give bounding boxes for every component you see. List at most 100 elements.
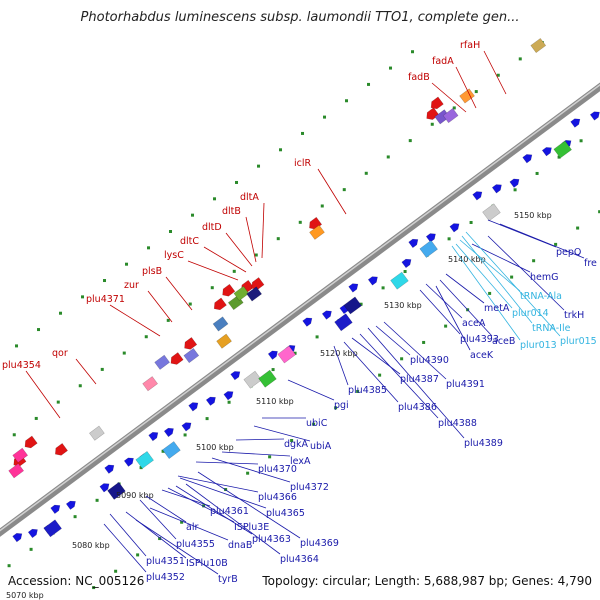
guide-dot [345, 99, 349, 103]
gene-feature [230, 371, 241, 381]
map-title: Photorhabdus luminescens subsp. laumondi… [80, 10, 520, 25]
gene-feature [408, 238, 419, 249]
guide-dot [474, 90, 478, 94]
gene-feature [12, 447, 29, 463]
gene-feature [50, 504, 61, 514]
gene-label-blue: plu4388 [438, 418, 477, 429]
leader-line [211, 457, 291, 483]
gene-label-blue: plu4352 [146, 572, 185, 583]
gene-label-blue: plu4369 [300, 538, 339, 549]
gene-feature [309, 224, 325, 240]
ruler-ticks: 5070 kbp 5080 kbp 5090 kbp 5100 kbp 5110 kbp… [6, 211, 552, 600]
leader-line [139, 499, 177, 540]
leader-line [109, 513, 147, 557]
gene-label-blue: plu4372 [290, 482, 329, 493]
leader-line [245, 216, 257, 263]
gene-label-blue: plu4361 [210, 506, 249, 517]
leader-line [235, 438, 285, 441]
leader-line [221, 451, 291, 457]
guide-dot [158, 537, 162, 541]
gene-label-blue: plu4370 [258, 464, 297, 475]
tick-label: 5120 kbp [320, 349, 358, 358]
guide-dot [169, 230, 173, 234]
guide-dot [513, 188, 517, 192]
guide-dot [73, 515, 77, 519]
gene-label-blue: ISPlu10B [186, 558, 228, 569]
gene-label-red: plu4354 [2, 360, 41, 371]
leader-line [185, 483, 281, 555]
leader-line [147, 290, 173, 323]
gene-feature [482, 203, 501, 222]
guide-dot [334, 406, 338, 410]
gene-feature [123, 457, 134, 467]
leader-line [103, 523, 147, 573]
guide-dot [469, 220, 473, 224]
guide-dot [364, 171, 368, 175]
guide-dot [532, 259, 536, 263]
gene-label-red: zur [124, 280, 139, 291]
guide-dot [315, 335, 319, 339]
gene-label-red: iclR [294, 158, 312, 169]
guide-dot [114, 569, 118, 573]
gene-feature [43, 519, 62, 538]
gene-feature [348, 283, 359, 293]
leader-line [25, 370, 61, 419]
gene-label-cyan: plur013 [520, 340, 557, 351]
guide-dot [359, 302, 363, 306]
guide-dot [408, 139, 412, 143]
leader-line [333, 345, 349, 386]
guide-dot [232, 269, 236, 273]
gene-feature [277, 345, 296, 364]
gene-label-blue: alr [186, 522, 198, 533]
gene-label-blue: pgi [334, 400, 349, 411]
guide-dot [367, 82, 371, 86]
gene-label-blue: plu4389 [464, 438, 503, 449]
gene-feature [390, 271, 409, 290]
guide-dot [320, 204, 324, 208]
gene-label-blue: plu4364 [280, 554, 319, 565]
leader-line [367, 327, 465, 439]
leader-line [165, 276, 193, 311]
gene-label-blue: plu4363 [252, 534, 291, 545]
gene-label-blue: ubiA [310, 441, 332, 452]
gene-label-blue: plu4390 [410, 355, 449, 366]
gene-feature [302, 317, 313, 327]
gene-feature [181, 422, 192, 432]
gene-label-red: qor [52, 348, 68, 359]
gene-label-red: dltC [180, 236, 199, 247]
guide-dot [254, 253, 258, 257]
guide-dot [400, 357, 404, 361]
guide-dot [37, 328, 41, 332]
gene-feature [65, 500, 76, 510]
accession-text: Accession: NC_005126 [8, 574, 145, 588]
leader-line [455, 243, 513, 309]
guide-dot [298, 220, 302, 224]
gene-feature [104, 464, 115, 474]
gene-feature [541, 147, 552, 157]
gene-features [8, 37, 600, 543]
leader-line [125, 511, 187, 559]
gene-feature [258, 369, 277, 388]
leader-line [109, 304, 161, 337]
leader-line [499, 223, 585, 259]
tick-label: 5130 kbp [384, 301, 422, 310]
gene-label-blue: plu4355 [176, 539, 215, 550]
guide-dot [535, 171, 539, 175]
guide-dot [202, 504, 206, 508]
gene-feature [321, 310, 332, 320]
leader-line [439, 279, 493, 337]
gene-feature [491, 184, 502, 194]
guide-dot [342, 188, 346, 192]
gene-feature [223, 391, 234, 401]
gene-label-cyan: plur015 [560, 336, 597, 347]
leader-line [459, 239, 521, 292]
gene-label-cyan: tRNA-Ala [520, 291, 562, 302]
guide-dot [125, 262, 129, 266]
guide-dot [389, 66, 393, 70]
tick-label: 5140 kbp [448, 255, 486, 264]
gene-feature [107, 481, 126, 500]
topology-text: Topology: circular; Length: 5,688,987 bp… [262, 574, 592, 588]
gene-feature [188, 402, 199, 412]
guide-dot [271, 368, 275, 372]
